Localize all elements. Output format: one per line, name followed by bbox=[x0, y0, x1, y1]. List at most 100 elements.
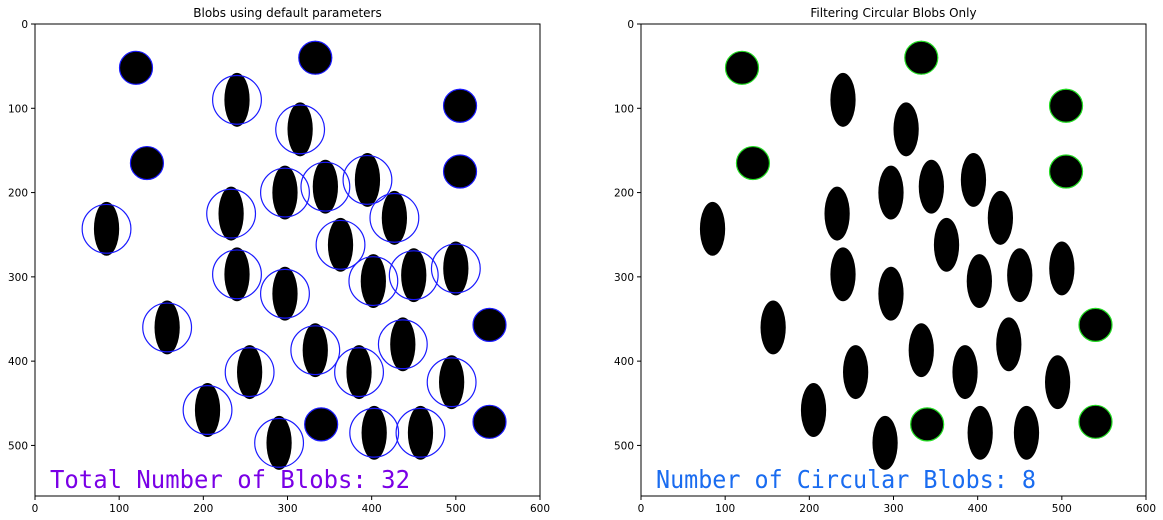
blob bbox=[904, 40, 939, 75]
blob bbox=[443, 154, 477, 189]
blob bbox=[361, 405, 387, 460]
x-tick-label: 100 bbox=[715, 503, 735, 515]
blob bbox=[287, 102, 313, 157]
detection-circle bbox=[377, 319, 428, 370]
y-tick-label: 100 bbox=[8, 103, 28, 115]
blob bbox=[407, 405, 434, 460]
detection-circle bbox=[260, 268, 310, 319]
y-tick-label: 200 bbox=[8, 188, 28, 200]
detection-circle bbox=[349, 407, 400, 458]
blob bbox=[893, 102, 919, 157]
blob bbox=[439, 355, 465, 410]
right-panel-title: Filtering Circular Blobs Only bbox=[810, 6, 977, 20]
left-caption: Total Number of Blobs: 32 bbox=[50, 465, 410, 494]
detection-circle bbox=[290, 325, 341, 376]
detection-circle bbox=[426, 357, 477, 408]
blob bbox=[1049, 154, 1083, 189]
blob bbox=[130, 146, 164, 180]
detection-circle bbox=[129, 145, 165, 181]
detection-circle bbox=[472, 307, 507, 342]
blob bbox=[760, 300, 786, 355]
detection-circle bbox=[182, 385, 233, 436]
detection-circle bbox=[395, 407, 446, 458]
blob bbox=[154, 300, 180, 355]
x-tick-label: 200 bbox=[193, 503, 213, 515]
blob bbox=[218, 186, 244, 241]
right-panel: Number of Circular Blobs: 8 0 100 200 300 400… bbox=[614, 19, 1156, 515]
blob bbox=[119, 50, 153, 85]
y-tick-label: 500 bbox=[8, 440, 28, 452]
x-tick-label: 500 bbox=[446, 503, 466, 515]
blob bbox=[878, 165, 904, 220]
blob bbox=[224, 247, 250, 302]
x-tick-label: 300 bbox=[277, 503, 297, 515]
x-tick-label: 0 bbox=[32, 503, 39, 515]
detection-circle bbox=[442, 154, 478, 189]
detection-circle bbox=[735, 145, 771, 181]
x-tick-label: 0 bbox=[638, 503, 645, 515]
blob bbox=[933, 217, 960, 272]
detection-circle bbox=[904, 40, 939, 75]
y-tick-label: 500 bbox=[614, 440, 634, 452]
detection-circle bbox=[334, 347, 385, 398]
blob bbox=[381, 190, 408, 245]
detection-circle bbox=[348, 256, 399, 307]
y-tick-label: 0 bbox=[627, 19, 634, 31]
blob bbox=[390, 317, 416, 372]
blob bbox=[918, 159, 944, 214]
blob bbox=[1049, 241, 1075, 296]
y-tick-label: 300 bbox=[8, 272, 28, 284]
x-tick-label: 400 bbox=[968, 503, 988, 515]
blob bbox=[699, 201, 726, 256]
x-tick-label: 600 bbox=[530, 503, 550, 515]
detection-circle bbox=[298, 40, 333, 75]
detection-circle bbox=[206, 188, 257, 239]
detection-circle bbox=[1048, 154, 1084, 189]
detection-circle bbox=[254, 417, 305, 468]
blob bbox=[1007, 248, 1033, 303]
blob bbox=[952, 345, 978, 400]
blob bbox=[843, 345, 869, 400]
blob bbox=[1078, 404, 1113, 439]
blob bbox=[272, 165, 298, 220]
blob bbox=[1078, 308, 1113, 342]
blob bbox=[304, 407, 338, 442]
x-tick-label: 100 bbox=[109, 503, 129, 515]
y-tick-label: 0 bbox=[21, 19, 28, 31]
blob bbox=[996, 317, 1022, 372]
detection-circle bbox=[1078, 307, 1113, 342]
blob bbox=[312, 159, 338, 214]
blob bbox=[910, 407, 945, 442]
detection-circle bbox=[118, 50, 154, 85]
detection-circle bbox=[1048, 88, 1084, 123]
y-tick-label: 100 bbox=[614, 103, 634, 115]
blob bbox=[472, 404, 507, 439]
detection-circle bbox=[212, 249, 262, 300]
blob bbox=[966, 254, 992, 309]
x-tick-label: 300 bbox=[883, 503, 903, 515]
blob bbox=[354, 152, 381, 207]
blob bbox=[327, 217, 354, 272]
blob bbox=[360, 254, 386, 309]
blob bbox=[960, 152, 987, 207]
blob bbox=[443, 241, 469, 296]
blob bbox=[736, 146, 770, 180]
x-tick-label: 200 bbox=[799, 503, 819, 515]
blob bbox=[298, 40, 333, 75]
y-tick-label: 300 bbox=[614, 272, 634, 284]
detection-circle bbox=[260, 167, 310, 218]
blob bbox=[1045, 355, 1071, 410]
detection-circle bbox=[304, 407, 339, 442]
blob bbox=[830, 72, 856, 127]
detection-circle bbox=[342, 154, 393, 205]
y-tick-label: 400 bbox=[614, 356, 634, 368]
detection-circle bbox=[724, 50, 760, 85]
blob bbox=[800, 383, 827, 437]
detection-circle bbox=[81, 203, 132, 254]
blob bbox=[224, 72, 250, 127]
blob bbox=[967, 405, 993, 460]
blob bbox=[872, 415, 898, 470]
blob bbox=[878, 266, 904, 321]
x-tick-label: 500 bbox=[1052, 503, 1072, 515]
blob bbox=[908, 323, 934, 378]
